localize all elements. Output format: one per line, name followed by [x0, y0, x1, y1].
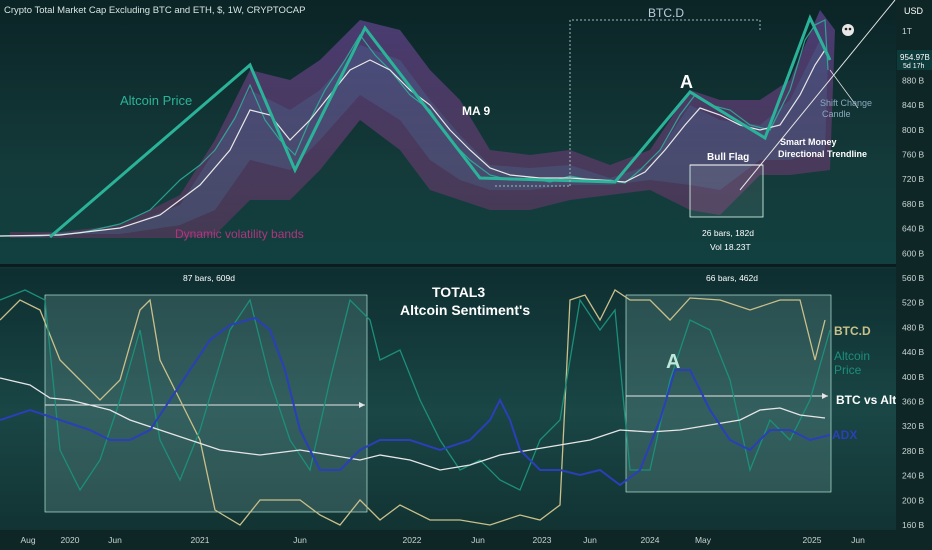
price-tick-label: 360 B — [902, 397, 925, 407]
volatility-band-inner — [40, 40, 828, 234]
skull-eye-right — [848, 27, 852, 31]
time-tick-label: 2021 — [191, 535, 210, 545]
price-tick-label: 560 B — [902, 273, 925, 283]
label-total3: TOTAL3 — [432, 284, 485, 300]
label-candle: Candle — [822, 109, 851, 119]
altcoin-price-zigzag — [49, 14, 832, 239]
btc-vs-alt-line — [0, 377, 826, 471]
time-tick-label: Jun — [108, 535, 122, 545]
adx-line — [0, 316, 831, 487]
label-directional: Directional Trendline — [778, 149, 867, 159]
range-box-right — [625, 294, 832, 493]
label-bull-flag: Bull Flag — [707, 152, 749, 163]
time-tick-label: Jun — [583, 535, 597, 545]
label-wave-a-top: A — [680, 72, 693, 92]
price-tick-label: 240 B — [902, 471, 925, 481]
legend-altcoin-2: Price — [834, 363, 862, 377]
btcd-line — [0, 289, 826, 526]
label-altcoin-price: Altcoin Price — [120, 93, 192, 108]
skull-eye-left — [844, 27, 848, 31]
time-tick-label: May — [695, 535, 712, 545]
time-tick-label: 2020 — [61, 535, 80, 545]
label-ma9: MA 9 — [462, 104, 491, 118]
bull-flag-box — [689, 164, 764, 218]
label-volatility-bands: Dynamic volatility bands — [175, 227, 304, 241]
time-tick-label: Jun — [471, 535, 485, 545]
time-tick-label: Jun — [293, 535, 307, 545]
legend-btc-vs-alt: BTC vs Alt — [836, 393, 896, 407]
price-tick-label: 160 B — [902, 520, 925, 530]
panel-separator — [0, 264, 896, 267]
label-wave-a-bottom: A — [666, 351, 680, 373]
price-tick-label: 320 B — [902, 421, 925, 431]
time-axis-bg[interactable] — [0, 530, 932, 550]
price-tick-label: 520 B — [902, 298, 925, 308]
countdown: 5d 17h — [903, 63, 925, 70]
ma9-line — [0, 49, 826, 237]
range-box-left — [44, 294, 368, 513]
smart-money-trendline — [739, 0, 896, 191]
price-tick-label: 760 B — [902, 150, 925, 160]
label-smart-money: Smart Money — [780, 137, 837, 147]
price-tick-label: 880 B — [902, 75, 925, 85]
label-right-range: 66 bars, 462d — [706, 273, 758, 283]
legend-adx: ADX — [832, 428, 857, 442]
time-axis-ticks: Aug 2020 Jun 2021 Jun 2022 Jun 2023 Jun 2024 May 20… — [20, 535, 865, 545]
price-tick-label: 680 B — [902, 199, 925, 209]
price-tick-label: 440 B — [902, 347, 925, 357]
label-btcd-top: BTC.D — [648, 6, 684, 20]
volatility-band — [10, 10, 835, 238]
price-tick-label: 600 B — [902, 248, 925, 258]
range-arrowhead-right — [822, 393, 828, 399]
label-left-range: 87 bars, 609d — [183, 273, 235, 283]
price-tick-label: 1T — [902, 26, 912, 36]
label-shift-change: Shift Change — [820, 98, 872, 108]
price-tick-label: 800 B — [902, 125, 925, 135]
altcoin-price-osc-line — [0, 289, 831, 492]
legend-btcd: BTC.D — [834, 324, 871, 338]
price-tick-label: 400 B — [902, 372, 925, 382]
time-tick-label: 2022 — [403, 535, 422, 545]
time-tick-label: Aug — [20, 535, 35, 545]
label-flag-bars: 26 bars, 182d — [702, 228, 754, 238]
range-arrowhead-left — [359, 402, 365, 408]
label-flag-vol: Vol 18.23T — [710, 242, 751, 252]
time-tick-label: 2023 — [533, 535, 552, 545]
current-price-tag — [897, 50, 932, 70]
shift-change-pointer — [829, 69, 859, 109]
skull-icon — [842, 24, 854, 36]
current-price: 954.97B — [900, 53, 930, 62]
time-tick-label: Jun — [851, 535, 865, 545]
price-tick-label: 280 B — [902, 446, 925, 456]
chart-title: Crypto Total Market Cap Excluding BTC an… — [4, 5, 306, 16]
price-tick-label: 840 B — [902, 100, 925, 110]
label-sentiment: Altcoin Sentiment's — [400, 302, 530, 318]
price-tick-label: 720 B — [902, 174, 925, 184]
price-tick-label: 200 B — [902, 495, 925, 505]
price-axis-bg[interactable] — [896, 0, 932, 550]
time-tick-label: 2024 — [641, 535, 660, 545]
price-tick-label: 480 B — [902, 322, 925, 332]
time-tick-label: 2025 — [803, 535, 822, 545]
price-tick-label: 640 B — [902, 224, 925, 234]
currency-label: USD — [904, 6, 924, 16]
legend-altcoin-1: Altcoin — [834, 349, 870, 363]
btcd-bracket — [569, 19, 761, 186]
